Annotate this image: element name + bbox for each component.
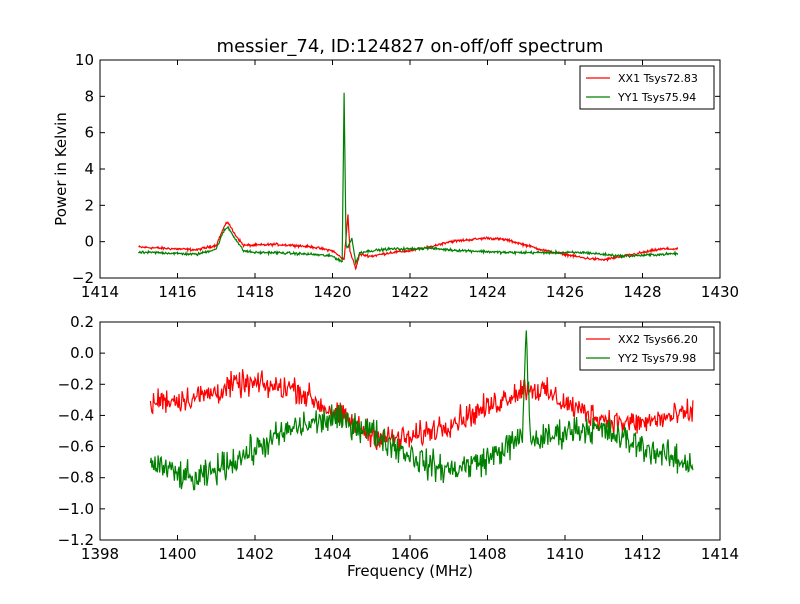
- x-tick-label: 1422: [391, 283, 429, 301]
- x-tick-label: 1416: [158, 283, 196, 301]
- legend-label: XX1 Tsys72.83: [618, 72, 698, 85]
- y-tick-label: 2: [84, 196, 94, 214]
- y-tick-label: −1.2: [58, 531, 94, 549]
- top-axes: 1414 1416 1418 1420 1422 1424 1426 1428 1430 −2 0 2…: [52, 51, 739, 301]
- x-tick-label: 1412: [623, 545, 661, 563]
- legend: XX2 Tsys66.20 YY2 Tsys79.98: [579, 326, 715, 371]
- y-tick-label: 0.2: [70, 313, 94, 331]
- y-tick-label: −2: [72, 269, 94, 287]
- x-axis-label: Frequency (MHz): [347, 562, 473, 580]
- legend-label: YY1 Tsys75.94: [617, 91, 696, 104]
- y-tick-label: −0.2: [58, 375, 94, 393]
- y-axis-label: Power in Kelvin: [52, 112, 70, 226]
- series-line-1-1: [138, 214, 678, 271]
- legend-label: YY2 Tsys79.98: [617, 352, 696, 365]
- y-tick-label: 4: [84, 160, 94, 178]
- x-tick-label: 1402: [236, 545, 274, 563]
- series-line-1-2: [138, 92, 678, 266]
- x-tick-label: 1424: [468, 283, 506, 301]
- x-tick-label: 1408: [468, 545, 506, 563]
- y-tick-label: −0.6: [58, 438, 94, 456]
- x-tick-label: 1406: [391, 545, 429, 563]
- x-tick-label: 1426: [546, 283, 584, 301]
- y-tick-label: 0: [84, 233, 94, 251]
- x-tick-label: 1428: [623, 283, 661, 301]
- series-line-2-2: [149, 330, 694, 491]
- y-tick-label: −1.0: [58, 500, 94, 518]
- y-tick-label: 0.0: [70, 344, 94, 362]
- figure-title: messier_74, ID:124827 on-off/off spectru…: [217, 36, 604, 57]
- x-tick-label: 1420: [313, 283, 351, 301]
- x-tick-label: 1400: [158, 545, 196, 563]
- x-tick-label: 1410: [546, 545, 584, 563]
- y-tick-label: −0.4: [58, 406, 94, 424]
- y-tick-label: −0.8: [58, 469, 94, 487]
- legend-box: [579, 326, 715, 371]
- y-tick-label: 8: [84, 87, 94, 105]
- legend-box: [579, 65, 715, 110]
- legend: XX1 Tsys72.83 YY1 Tsys75.94: [579, 65, 715, 110]
- y-tick-label: 10: [75, 51, 94, 69]
- bottom-axes: 1398 1400 1402 1404 1406 1408 1410 1412 1414 −1.2…: [58, 313, 740, 580]
- legend-label: XX2 Tsys66.20: [618, 333, 698, 346]
- x-tick-label: 1414: [701, 545, 739, 563]
- x-tick-label: 1404: [313, 545, 351, 563]
- x-tick-label: 1398: [81, 545, 119, 563]
- series-line-2-1: [149, 369, 694, 450]
- x-tick-label: 1430: [701, 283, 739, 301]
- x-tick-label: 1414: [81, 283, 119, 301]
- y-tick-label: 6: [84, 124, 94, 142]
- x-tick-label: 1418: [236, 283, 274, 301]
